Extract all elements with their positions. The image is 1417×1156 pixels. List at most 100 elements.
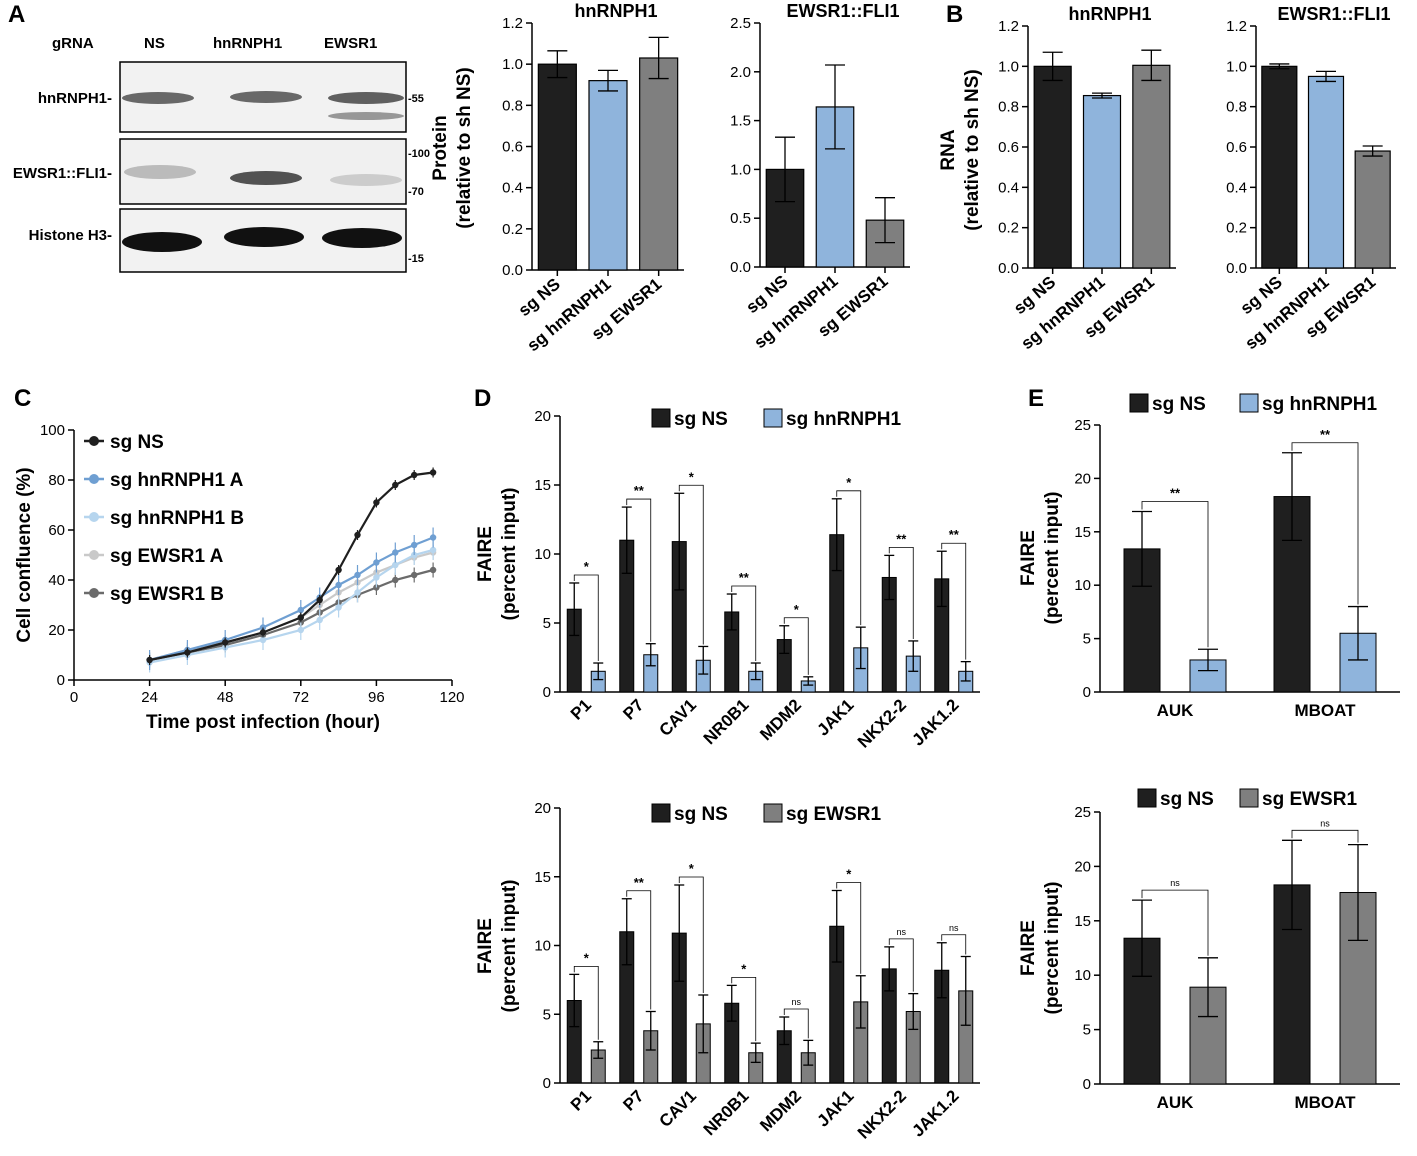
y-tick-label: 1.0 bbox=[502, 56, 523, 73]
y-axis-label-sub: (percent input) bbox=[1042, 492, 1063, 625]
western-blot: gRNA NS hnRNPH1 EWSR1 hnRNPH1- EWSR1::FL… bbox=[13, 35, 430, 273]
y-tick-label: 15 bbox=[534, 477, 551, 494]
series-point bbox=[392, 561, 399, 569]
legend-label: sg NS bbox=[110, 432, 164, 453]
y-tick-label: 80 bbox=[48, 472, 65, 489]
panel-label-a: A bbox=[8, 1, 25, 28]
mw-marker-100: -100 bbox=[408, 148, 430, 160]
significance-label: ** bbox=[634, 483, 645, 498]
series-point bbox=[411, 541, 418, 549]
blot-header-ewsr1: EWSR1 bbox=[324, 35, 377, 52]
series-point bbox=[392, 481, 399, 489]
significance-label: ns bbox=[1170, 878, 1180, 888]
significance-label: ** bbox=[896, 531, 907, 546]
x-category-label: NR0B1 bbox=[700, 1086, 753, 1139]
series-point bbox=[411, 571, 418, 579]
legend-marker bbox=[89, 512, 99, 522]
y-tick-label: 0.0 bbox=[502, 262, 523, 279]
series-point bbox=[259, 636, 267, 644]
chart-faire-hnrnph1-promoters: 0 5 10 15 20 * P1 ** P7 * CAV1 ** NR0B1 * MDM2 * JAK1 ** N… bbox=[475, 408, 980, 752]
series-line bbox=[149, 471, 434, 662]
x-category-label: JAK1 bbox=[813, 1086, 857, 1130]
series-point bbox=[373, 574, 380, 581]
bar bbox=[1033, 65, 1072, 269]
series-point bbox=[297, 626, 304, 634]
y-tick-label: 10 bbox=[534, 546, 551, 563]
significance-label: * bbox=[846, 475, 852, 490]
series-point bbox=[222, 639, 229, 646]
y-tick-label: 40 bbox=[48, 572, 65, 589]
significance-bracket bbox=[783, 617, 809, 675]
series-point bbox=[354, 531, 361, 539]
bar-sg-ns bbox=[1273, 496, 1311, 693]
legend-label: sg hnRNPH1 bbox=[786, 409, 902, 430]
y-tick-label: 0.6 bbox=[998, 139, 1019, 156]
legend-marker bbox=[89, 588, 99, 598]
y-tick-label: 1.2 bbox=[502, 15, 523, 32]
significance-bracket bbox=[573, 965, 599, 1040]
y-tick-label: 0.4 bbox=[502, 180, 523, 197]
y-axis-label: FAIRE bbox=[1018, 530, 1039, 586]
x-category-label: MDM2 bbox=[756, 1086, 805, 1135]
y-tick-label: 0.6 bbox=[502, 139, 523, 156]
significance-bracket bbox=[626, 498, 652, 642]
x-category-label: MDM2 bbox=[756, 695, 805, 744]
legend-swatch-sg-ns bbox=[1129, 393, 1149, 413]
y-tick-label: 0.0 bbox=[1226, 260, 1247, 277]
y-tick-label: 0 bbox=[1083, 684, 1091, 701]
y-tick-label: 20 bbox=[48, 622, 65, 639]
y-tick-label: 2.5 bbox=[730, 15, 751, 32]
series-point bbox=[429, 546, 437, 554]
bar bbox=[1354, 150, 1391, 269]
x-category-label: NKX2-2 bbox=[854, 1086, 910, 1142]
y-axis-label-sub: (percent input) bbox=[1042, 882, 1063, 1015]
y-tick-label: 0.4 bbox=[1226, 179, 1247, 196]
y-axis-label: Cell confluence (%) bbox=[14, 467, 35, 642]
blot-row-label-hnrnph1: hnRNPH1- bbox=[38, 90, 112, 107]
series-point bbox=[316, 616, 323, 624]
y-tick-label: 0.4 bbox=[998, 179, 1019, 196]
series-point bbox=[392, 576, 399, 584]
significance-bracket bbox=[888, 938, 914, 992]
x-category-label: JAK1.2 bbox=[908, 695, 962, 749]
significance-bracket bbox=[1291, 829, 1359, 843]
series-point bbox=[259, 629, 267, 636]
significance-label: * bbox=[584, 950, 590, 965]
blot-band bbox=[224, 227, 304, 247]
y-axis-label: FAIRE bbox=[475, 918, 496, 974]
series-point bbox=[429, 566, 437, 574]
series-point bbox=[297, 614, 304, 621]
y-axis-label-sub: (relative to sh NS) bbox=[962, 69, 983, 231]
series-line bbox=[149, 548, 434, 664]
significance-label: ns bbox=[791, 997, 801, 1007]
series-point bbox=[354, 589, 361, 596]
series-point bbox=[429, 469, 437, 476]
series-point bbox=[184, 649, 191, 656]
series-point bbox=[335, 566, 342, 574]
y-tick-label: 0.8 bbox=[998, 99, 1019, 116]
bar bbox=[588, 80, 628, 271]
y-tick-label: 1.5 bbox=[730, 113, 751, 130]
legend-label: sg NS bbox=[1160, 789, 1214, 810]
significance-bracket bbox=[941, 934, 967, 955]
y-tick-label: 0.8 bbox=[502, 97, 523, 114]
bar bbox=[639, 57, 679, 271]
panel-label-b: B bbox=[946, 1, 963, 28]
legend-swatch-sg-treated bbox=[1239, 393, 1259, 413]
series-point bbox=[354, 571, 361, 579]
chart-title: hnRNPH1 bbox=[1068, 4, 1151, 24]
significance-label: * bbox=[584, 559, 590, 574]
legend-label: sg NS bbox=[1152, 394, 1206, 415]
legend-swatch-sg-ns bbox=[1137, 788, 1157, 808]
y-tick-label: 5 bbox=[543, 615, 551, 632]
x-category-label: MBOAT bbox=[1294, 1093, 1356, 1112]
significance-label: ** bbox=[1320, 427, 1331, 442]
y-tick-label: 0.0 bbox=[730, 259, 751, 276]
legend-swatch-sg-treated bbox=[1239, 788, 1259, 808]
y-axis-label-sub: (percent input) bbox=[499, 880, 520, 1013]
blot-band bbox=[322, 228, 402, 248]
x-tick-label: 96 bbox=[368, 689, 385, 706]
legend-swatch-sg-ns bbox=[651, 803, 671, 823]
